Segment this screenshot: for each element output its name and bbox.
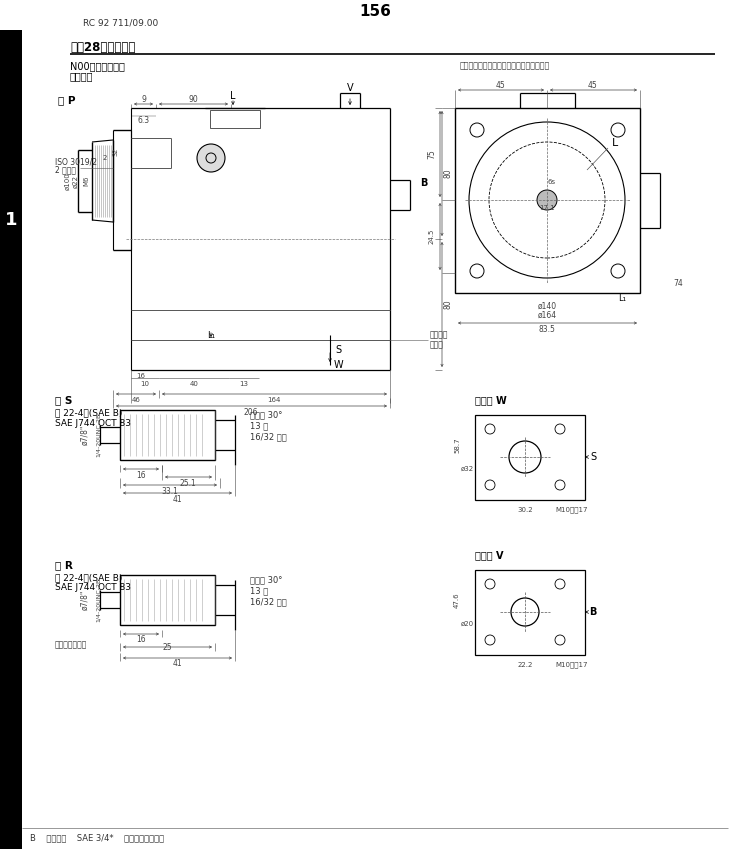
Text: 33.1: 33.1 <box>161 486 178 496</box>
Text: 9: 9 <box>141 94 146 104</box>
Text: 16/32 节距: 16/32 节距 <box>250 598 286 606</box>
Text: 164: 164 <box>267 397 280 403</box>
Text: SAE J744 OCT 83: SAE J744 OCT 83 <box>55 583 131 593</box>
Text: 轴 22-4；(SAE B): 轴 22-4；(SAE B) <box>55 574 122 582</box>
Bar <box>120 410 215 460</box>
Text: 1/4-20UNC-2B: 1/4-20UNC-2B <box>95 413 100 457</box>
Text: ø32: ø32 <box>460 466 473 472</box>
Text: 58.7: 58.7 <box>454 437 460 453</box>
Text: L: L <box>612 138 618 148</box>
Text: 10: 10 <box>140 381 149 387</box>
Text: 在确定您的设计之前，请务必索取安装图。: 在确定您的设计之前，请务必索取安装图。 <box>460 61 550 70</box>
Text: W: W <box>333 360 343 370</box>
Text: 74: 74 <box>674 278 682 288</box>
Text: M10：深17: M10：深17 <box>555 661 587 668</box>
Text: 16: 16 <box>136 373 146 379</box>
Text: 机械排量: 机械排量 <box>430 330 448 340</box>
Text: 轴 22-4；(SAE B): 轴 22-4；(SAE B) <box>55 408 122 418</box>
Circle shape <box>197 144 225 172</box>
Text: ø22: ø22 <box>73 175 79 188</box>
Text: 17.1: 17.1 <box>539 205 555 211</box>
Bar <box>0 30 22 849</box>
Text: 2: 2 <box>103 155 107 161</box>
Text: 6.3: 6.3 <box>137 115 149 125</box>
Text: 2 孔法兰: 2 孔法兰 <box>55 166 76 175</box>
Text: 向视图 W: 向视图 W <box>475 395 507 405</box>
Text: 16: 16 <box>136 636 146 644</box>
Text: S: S <box>335 345 341 355</box>
Text: 轴 S: 轴 S <box>55 395 72 405</box>
Text: RC 92 711/09.00: RC 92 711/09.00 <box>83 19 158 27</box>
Text: B: B <box>590 607 597 617</box>
Bar <box>475 570 585 655</box>
Text: N00型（无通轴）: N00型（无通轴） <box>70 61 124 71</box>
Text: 40: 40 <box>190 381 199 387</box>
Bar <box>210 110 260 128</box>
Text: 46: 46 <box>131 397 140 403</box>
Bar <box>475 415 585 500</box>
Text: 30.2: 30.2 <box>518 507 532 513</box>
Text: B    压力油口    SAE 3/4*    （标准压力范围）: B 压力油口 SAE 3/4* （标准压力范围） <box>30 834 164 842</box>
Text: 45: 45 <box>588 81 598 89</box>
Text: 80: 80 <box>443 300 452 309</box>
Text: 压力角 30°: 压力角 30° <box>250 411 282 419</box>
Text: 45: 45 <box>496 81 506 89</box>
Text: 206: 206 <box>244 408 258 417</box>
Text: L₁: L₁ <box>207 330 215 340</box>
Text: 轴 P: 轴 P <box>58 95 76 105</box>
Text: 1/4-20UNC-2B: 1/4-20UNC-2B <box>95 578 100 622</box>
Text: 向视图 V: 向视图 V <box>475 550 503 560</box>
Text: 16/32 节距: 16/32 节距 <box>250 432 286 441</box>
Text: ø7/8": ø7/8" <box>80 424 89 445</box>
Text: 6s: 6s <box>548 179 556 185</box>
Text: ISO 3019/2: ISO 3019/2 <box>55 158 97 166</box>
Text: L₁: L₁ <box>618 294 626 302</box>
Text: 80: 80 <box>443 169 452 178</box>
Text: 16: 16 <box>136 470 146 480</box>
Text: 24.5: 24.5 <box>429 229 435 245</box>
Text: M6: M6 <box>83 176 89 186</box>
Text: 13: 13 <box>239 381 248 387</box>
Text: S: S <box>590 452 596 462</box>
Text: 有用的花键长度: 有用的花键长度 <box>55 640 87 649</box>
Text: 13 齿: 13 齿 <box>250 421 268 430</box>
Bar <box>455 108 640 293</box>
Text: ø140: ø140 <box>538 301 556 311</box>
Text: 41: 41 <box>172 660 182 668</box>
Text: 13 齿: 13 齿 <box>250 587 268 595</box>
Text: ø7/8": ø7/8" <box>80 590 89 610</box>
Text: V: V <box>346 83 353 93</box>
Text: B: B <box>420 178 428 188</box>
Text: ø100: ø100 <box>65 172 71 190</box>
Text: SAE J744 OCT 83: SAE J744 OCT 83 <box>55 419 131 428</box>
Text: 156: 156 <box>359 3 391 19</box>
Circle shape <box>537 190 557 210</box>
Text: ø164: ø164 <box>538 311 556 319</box>
Text: 90: 90 <box>189 94 198 104</box>
Text: M10：深17: M10：深17 <box>555 507 587 514</box>
Text: 75: 75 <box>427 149 436 159</box>
Text: 轴 R: 轴 R <box>55 560 73 570</box>
Text: 限制器: 限制器 <box>430 340 444 350</box>
Text: 规格28的元件尺寸: 规格28的元件尺寸 <box>70 41 135 53</box>
Text: ø20: ø20 <box>460 621 473 627</box>
Text: 22.2: 22.2 <box>518 662 532 668</box>
Text: L: L <box>230 91 236 101</box>
Text: 无控制阀: 无控制阀 <box>70 71 94 81</box>
Text: 25.1: 25.1 <box>180 479 196 487</box>
Text: 47.6: 47.6 <box>454 593 460 608</box>
Text: 25: 25 <box>162 644 172 653</box>
Text: 1: 1 <box>4 211 17 229</box>
Text: 83.5: 83.5 <box>538 324 556 334</box>
Text: 压力角 30°: 压力角 30° <box>250 576 282 584</box>
Bar <box>120 575 215 625</box>
Text: 41: 41 <box>172 494 182 503</box>
Text: 32: 32 <box>113 148 119 156</box>
